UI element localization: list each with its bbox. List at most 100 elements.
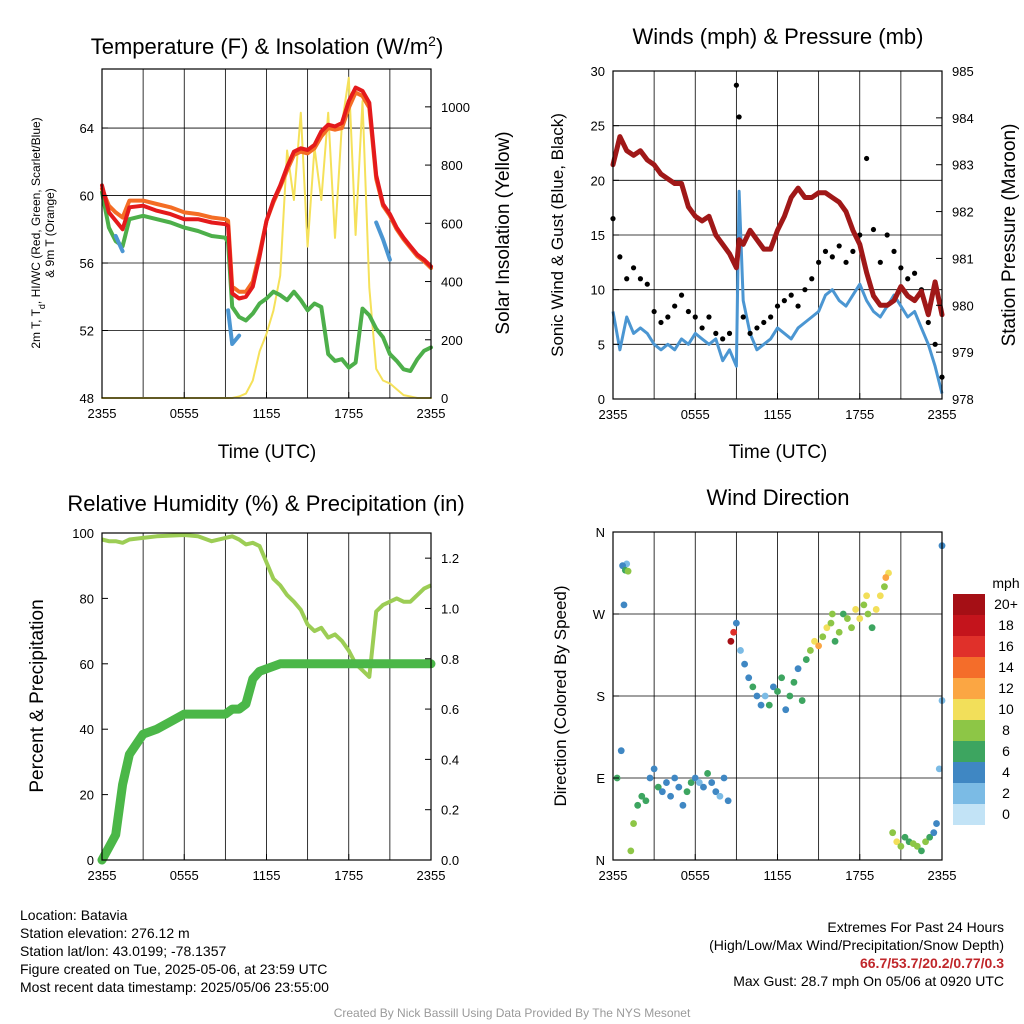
series-wind xyxy=(611,189,944,394)
gust-point xyxy=(665,314,671,320)
direction-point xyxy=(642,797,650,805)
direction-point xyxy=(627,847,635,855)
direction-point xyxy=(893,838,901,846)
gust-point xyxy=(617,254,623,260)
y-tick-label-left: 20 xyxy=(80,788,94,803)
y-tick-label-left: N xyxy=(596,853,605,868)
x-tick-label: 1155 xyxy=(764,868,792,883)
gust-point xyxy=(699,325,705,331)
y-tick-label-right: 0 xyxy=(441,391,448,406)
y-tick-label-right: 800 xyxy=(441,158,463,173)
direction-point xyxy=(646,774,654,782)
humidity-panel: Relative Humidity (%) & Precipitation (i… xyxy=(27,491,465,883)
gust-point xyxy=(925,319,931,326)
gust-point xyxy=(630,265,637,271)
x-tick-label: 0555 xyxy=(681,868,710,883)
legend-swatch xyxy=(953,678,985,699)
y-tick-label-left: 56 xyxy=(80,256,94,271)
series-rh xyxy=(101,533,432,679)
gust-point xyxy=(884,232,890,238)
direction-ylabel: Direction (Colored By Speed) xyxy=(551,585,570,806)
direction-point xyxy=(761,692,769,700)
direction-point xyxy=(913,842,921,850)
direction-point xyxy=(794,665,802,673)
y-tick-label-left: S xyxy=(596,689,605,704)
gust-point xyxy=(781,298,787,304)
gust-point xyxy=(637,276,644,282)
gust-point xyxy=(822,248,829,254)
direction-point xyxy=(774,688,781,695)
direction-point xyxy=(716,792,724,800)
legend-label: 8 xyxy=(1002,722,1010,738)
speed-legend: mph 20+ 18 16 14 12 10 8 6 4 2 0 xyxy=(953,575,1020,825)
y-tick-label-left: 64 xyxy=(80,121,94,136)
direction-point xyxy=(811,637,818,645)
max-gust: Max Gust: 28.7 mph On 05/06 at 0920 UTC xyxy=(733,973,1004,989)
x-tick-label: 2355 xyxy=(928,407,957,422)
direction-point xyxy=(876,592,884,600)
gust-point xyxy=(624,276,630,282)
direction-point xyxy=(835,628,843,636)
direction-point xyxy=(638,792,646,800)
y-tick-label-left: 20 xyxy=(591,173,605,188)
y-tick-label-right: 1.2 xyxy=(441,551,459,566)
x-tick-label: 0555 xyxy=(681,407,710,422)
gust-point xyxy=(774,303,781,309)
x-tick-label: 2355 xyxy=(928,868,957,883)
y-tick-label-left: 10 xyxy=(591,283,605,298)
direction-series xyxy=(613,542,946,855)
humidity-ticks: 2355 0555 1155 1755 23550204060801000.00.20.… xyxy=(72,526,459,883)
gust-point xyxy=(768,314,774,320)
gust-point xyxy=(816,259,822,265)
legend-swatch xyxy=(953,699,985,720)
direction-point xyxy=(724,797,732,805)
legend-label: 2 xyxy=(1002,785,1010,801)
gust-point xyxy=(736,114,742,120)
y-tick-label-left: 80 xyxy=(80,591,94,606)
y-tick-label-left: 5 xyxy=(598,337,605,352)
y-tick-label-left: 48 xyxy=(80,391,94,406)
gust-point xyxy=(644,281,650,287)
temperature-panel: Temperature (F) & Insolation (W/m2) 2355… xyxy=(29,33,514,463)
temperature-ylabel-line2: & 9m T (Orange) xyxy=(43,188,57,278)
gust-point xyxy=(802,287,808,293)
direction-point xyxy=(737,647,744,654)
gust-point xyxy=(733,82,739,88)
direction-point xyxy=(918,847,925,855)
direction-point xyxy=(889,829,897,837)
direction-point xyxy=(852,606,860,613)
legend-label: 16 xyxy=(998,638,1014,654)
direction-point xyxy=(730,628,738,636)
gust-point xyxy=(891,248,897,254)
direction-title: Wind Direction xyxy=(706,485,849,510)
direction-point xyxy=(732,619,740,627)
y-tick-label-left: E xyxy=(596,771,605,786)
legend-label: 18 xyxy=(998,617,1014,633)
direction-point xyxy=(922,838,929,846)
y-tick-label-right: 1000 xyxy=(441,100,470,115)
direction-point xyxy=(839,610,847,618)
y-tick-label-left: 60 xyxy=(80,189,94,204)
gust-point xyxy=(911,270,918,276)
x-tick-label: 1755 xyxy=(845,868,874,883)
direction-point xyxy=(868,624,876,632)
legend-swatch xyxy=(953,720,985,741)
legend-label: 10 xyxy=(998,701,1014,717)
gust-point xyxy=(761,319,767,326)
x-tick-label: 2355 xyxy=(88,868,117,883)
y-tick-label-right: 983 xyxy=(952,158,974,173)
winds-series xyxy=(610,82,945,394)
y-tick-label-right: 400 xyxy=(441,275,463,290)
direction-point xyxy=(654,783,662,791)
direction-point xyxy=(933,820,940,827)
direction-point xyxy=(798,697,806,704)
y-tick-label-right: 0.4 xyxy=(441,752,459,767)
series-temp xyxy=(100,85,433,301)
direction-point xyxy=(897,842,905,850)
gust-point xyxy=(836,243,842,249)
y-tick-label-right: 1.0 xyxy=(441,601,459,616)
y-tick-label-left: 100 xyxy=(72,526,94,541)
direction-point xyxy=(827,619,835,627)
gust-point xyxy=(692,314,698,320)
